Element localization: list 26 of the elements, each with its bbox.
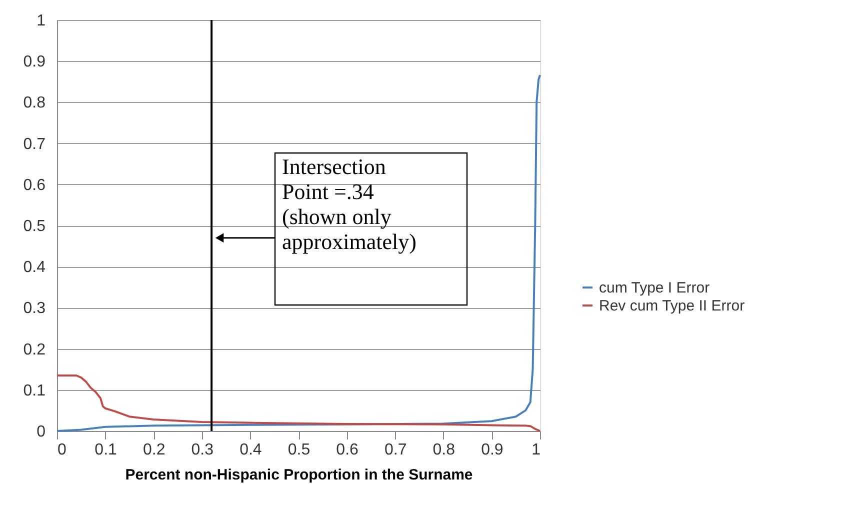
legend-label: cum Type I Error [599, 280, 710, 296]
y-tick-label: 0.4 [23, 259, 46, 276]
x-tick-label: 0.7 [384, 442, 407, 458]
x-tick-label: 0.5 [288, 442, 310, 458]
x-tick-label: 0 [58, 442, 66, 458]
x-tick-label: 0.2 [142, 442, 166, 458]
y-tick-label: 0.1 [23, 382, 46, 400]
legend-label: Rev cum Type II Error [599, 298, 745, 314]
y-tick-label: 0.5 [23, 218, 46, 235]
x-tick-label: 0.9 [481, 442, 504, 458]
x-tick-label: 0.1 [94, 442, 118, 458]
y-tick-label: 0.7 [23, 136, 46, 153]
y-tick-label: 0.6 [23, 176, 46, 194]
annotation: Intersection Point =.34 (shown only approximately) [282, 154, 416, 254]
y-tick-label: 1 [36, 12, 46, 30]
x-axis-title: Percent non-Hispanic Proportion in the Surname [125, 466, 473, 484]
x-tick-label: 0.4 [240, 442, 262, 458]
y-tick-label: 0.8 [23, 94, 46, 112]
y-tick-label: 0.9 [23, 54, 46, 71]
y-tick-label: 0.2 [23, 341, 46, 358]
y-tick-label: 0 [36, 424, 46, 440]
y-tick-label: 0.3 [23, 300, 46, 318]
x-tick-label: 0.3 [191, 442, 214, 458]
x-tick-label: 0.8 [432, 442, 456, 458]
x-tick-label: 0.6 [336, 442, 359, 458]
x-tick-label: 1 [532, 442, 541, 458]
